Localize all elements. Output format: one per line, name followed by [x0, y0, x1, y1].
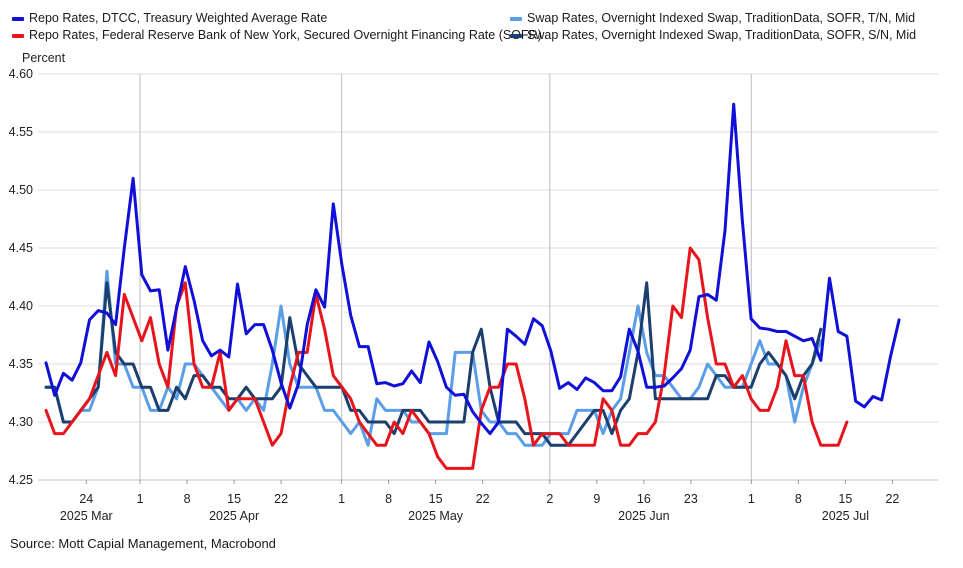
y-axis-label: Percent [22, 51, 66, 65]
x-tick-label: 24 [79, 492, 93, 506]
y-tick-label: 4.25 [9, 473, 33, 487]
x-tick-label: 23 [684, 492, 698, 506]
y-tick-label: 4.35 [9, 357, 33, 371]
x-month-label: 2025 Apr [209, 509, 259, 523]
x-tick-label: 16 [637, 492, 651, 506]
y-tick-label: 4.45 [9, 241, 33, 255]
x-month-label: 2025 Jun [618, 509, 669, 523]
legend-item-sn: Swap Rates, Overnight Indexed Swap, Trad… [510, 27, 916, 44]
series-line [44, 246, 849, 470]
x-month-label: 2025 Jul [822, 509, 869, 523]
legend-label-sofr: Repo Rates, Federal Reserve Bank of New … [29, 28, 542, 42]
x-tick-label: 22 [274, 492, 288, 506]
legend-item-tn: Swap Rates, Overnight Indexed Swap, Trad… [510, 10, 915, 27]
x-tick-label: 15 [838, 492, 852, 506]
legend-item-sofr: Repo Rates, Federal Reserve Bank of New … [12, 27, 542, 44]
legend-label-sn: Swap Rates, Overnight Indexed Swap, Trad… [527, 28, 917, 42]
legend-swatch-tn [510, 16, 522, 21]
x-tick-label: 9 [593, 492, 600, 506]
x-tick-label: 15 [227, 492, 241, 506]
legend-swatch-dtcc [12, 16, 24, 21]
x-tick-label: 22 [885, 492, 899, 506]
x-tick-label: 8 [795, 492, 802, 506]
y-tick-label: 4.40 [9, 299, 33, 313]
y-tick-label: 4.60 [9, 67, 33, 81]
legend-label-dtcc: Repo Rates, DTCC, Treasury Weighted Aver… [29, 11, 328, 25]
legend-label-tn: Swap Rates, Overnight Indexed Swap, Trad… [527, 11, 916, 25]
series-line [44, 281, 823, 447]
x-month-label: 2025 May [408, 509, 464, 523]
x-tick-label: 1 [338, 492, 345, 506]
x-tick-label: 15 [429, 492, 443, 506]
y-tick-label: 4.30 [9, 415, 33, 429]
series-line [44, 269, 823, 447]
x-tick-label: 8 [385, 492, 392, 506]
x-tick-label: 1 [137, 492, 144, 506]
x-month-label: 2025 Mar [60, 509, 113, 523]
series-line [44, 102, 901, 436]
x-tick-label: 1 [748, 492, 755, 506]
legend-swatch-sofr [12, 33, 24, 38]
source-note: Source: Mott Capial Management, Macrobon… [10, 536, 276, 551]
legend-swatch-sn [510, 33, 522, 38]
x-tick-label: 22 [476, 492, 490, 506]
y-tick-label: 4.55 [9, 125, 33, 139]
y-tick-label: 4.50 [9, 183, 33, 197]
x-tick-label: 8 [184, 492, 191, 506]
legend-item-dtcc: Repo Rates, DTCC, Treasury Weighted Aver… [12, 10, 327, 27]
x-tick-label: 2 [546, 492, 553, 506]
